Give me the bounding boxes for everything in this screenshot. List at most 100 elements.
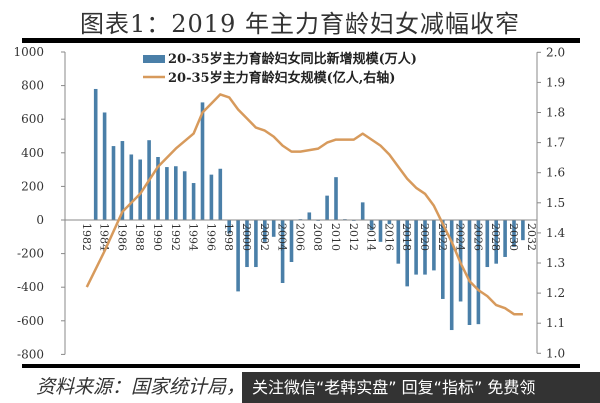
right-tick-label: 1.3 [546,256,565,270]
bar-2015 [378,220,383,242]
x-tick-label: 2012 [347,223,360,251]
bar-2010 [334,177,338,220]
bar-1984 [102,112,107,220]
left-tick-label: 0 [36,213,44,227]
x-tick-label: 1992 [169,223,182,251]
bar-2000 [245,220,249,268]
x-tick-label: 2032 [525,223,538,251]
bar-2023 [449,220,454,331]
bar-2007 [307,212,312,220]
right-tick-label: 1.5 [546,196,565,210]
bar-1997 [218,168,223,220]
promo-banner[interactable]: 关注微信“老韩实盘” 回复“指标” 免费领 [242,372,600,403]
line-series [85,93,523,316]
right-tick-label: 1.0 [546,346,565,360]
x-tick-label: 1984 [98,223,111,251]
legend-line-label: 20-35岁主力育龄妇女规模(亿人,右轴) [168,70,395,86]
x-tick-label: 2008 [311,223,324,251]
left-tick-label: -800 [17,347,44,361]
bar-2028 [494,220,498,264]
bar-1983 [93,88,98,221]
bar-2014 [369,220,374,231]
left-tick-label: -200 [17,247,44,261]
x-tick-label: 2030 [507,223,520,251]
bar-2009 [325,195,329,220]
bar-2026 [476,220,481,325]
bar-1992 [174,166,178,220]
x-tick-label: 1990 [151,223,164,251]
x-tick-label: 2000 [240,223,253,251]
chart-title: 图表1：2019 年主力育龄妇女减幅收窄 [80,10,520,38]
bar-1995 [200,102,205,220]
bar-1998 [227,220,231,234]
bar-2027 [485,220,490,268]
x-tick-label: 2018 [400,223,413,251]
x-tick-label: 1982 [80,223,93,251]
x-tick-label: 1986 [115,223,128,251]
legend: 20-35岁主力育龄妇女同比新增规模(万人) 20-35岁主力育龄妇女规模(亿人… [143,51,417,86]
bar-2002 [263,220,267,242]
right-tick-label: 1.8 [546,106,565,120]
bar-2019 [414,220,418,275]
left-tick-label: 400 [21,146,44,160]
legend-bar-label: 20-35岁主力育龄妇女同比新增规模(万人) [168,51,417,67]
bar-1990 [156,157,160,220]
bar-2017 [396,220,401,264]
x-tick-label: 2028 [489,223,502,251]
right-tick-label: 1.2 [546,286,565,300]
x-tick-label: 1988 [133,223,146,251]
x-tick-label: 2010 [329,223,342,251]
x-tick-label: 2024 [454,223,467,251]
bar-2004 [280,220,285,283]
x-tick-label: 1996 [204,223,217,251]
bar-1991 [165,167,169,220]
x-tick-label: 1998 [222,223,235,251]
bar-1993 [182,171,187,220]
bar-2005 [289,220,294,262]
bar-2013 [360,202,365,220]
bar-1999 [236,220,240,292]
bar-2021 [432,220,436,271]
x-tick-label: 2006 [293,223,306,251]
x-tick-label: 2002 [258,223,271,251]
bar-1996 [209,174,214,220]
bar-2031 [521,220,525,241]
x-tick-label: 2016 [382,223,395,251]
right-tick-label: 2.0 [546,45,565,59]
left-tick-label: -600 [17,314,44,328]
bar-1987 [129,154,134,220]
right-tick-label: 1.9 [546,75,565,89]
bar-1994 [191,183,196,220]
bar-2018 [405,220,409,287]
x-tick-label: 2020 [418,223,431,251]
bar-2029 [503,220,507,257]
bottom-rule [22,364,580,368]
x-tick-label: 1994 [187,223,200,251]
bar-1986 [120,141,125,220]
bar-2016 [387,220,392,225]
x-tick-label: 2004 [276,223,289,251]
bar-1988 [138,159,142,220]
bar-2003 [271,220,276,237]
source-note: 资料来源：国家统计局， [36,376,246,398]
right-tick-label: 1.6 [546,166,565,180]
left-tick-label: 600 [21,112,44,126]
bar-1985 [111,146,116,220]
top-rule [22,38,580,43]
left-tick-label: 200 [21,179,44,193]
left-tick-label: 800 [21,79,44,93]
right-tick-label: 1.4 [546,226,565,240]
x-tick-label: 2022 [436,223,449,251]
bar-2030 [512,220,516,247]
x-tick-label: 2014 [365,223,378,251]
bar-2025 [467,220,472,325]
legend-bar-swatch [143,55,165,63]
bar-2022 [441,220,445,299]
right-tick-label: 1.7 [546,136,565,150]
right-tick-label: 1.1 [546,316,565,330]
bar-2001 [254,220,258,268]
bar-2020 [423,220,427,275]
left-tick-label: -400 [17,280,44,294]
left-tick-label: 1000 [13,45,44,59]
